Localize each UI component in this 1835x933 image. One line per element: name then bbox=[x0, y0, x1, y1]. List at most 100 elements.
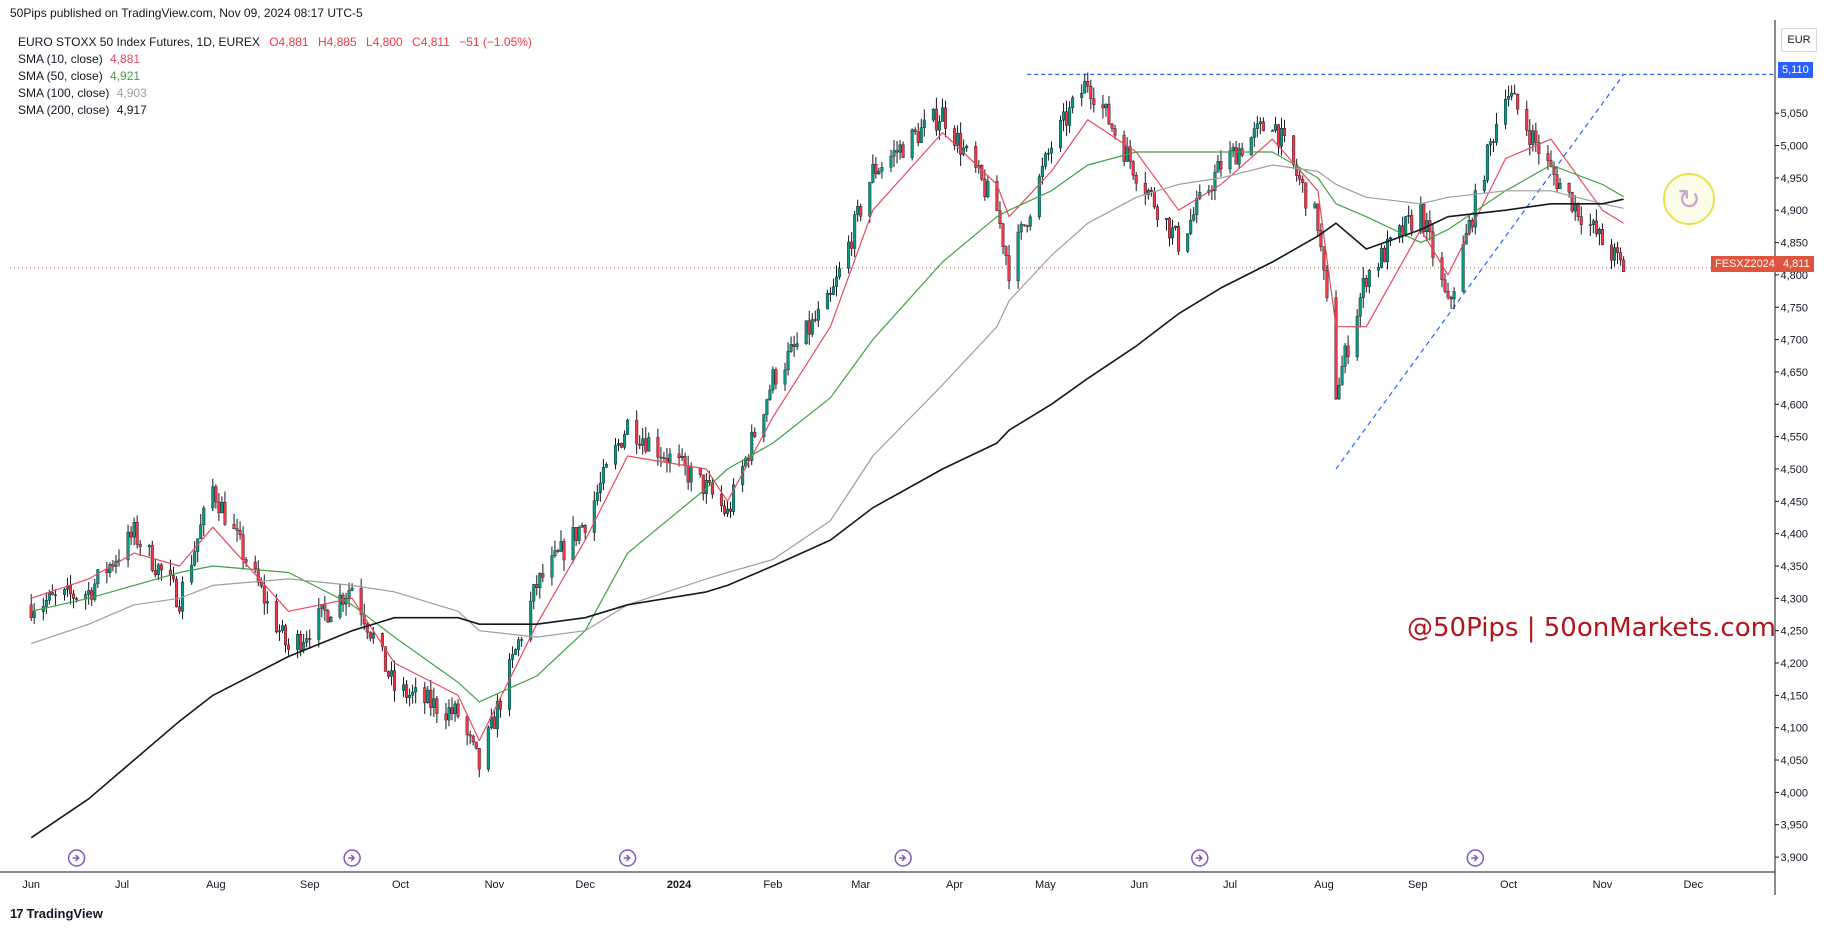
candle-body bbox=[877, 170, 881, 175]
candle-body bbox=[1155, 206, 1159, 220]
indicator-sma100[interactable]: SMA (100, close) 4,903 bbox=[18, 85, 532, 102]
candle-body bbox=[402, 684, 406, 691]
candle-body bbox=[1107, 103, 1111, 125]
candle-body bbox=[804, 320, 808, 344]
event-arrow-icon bbox=[348, 854, 356, 862]
currency-selector[interactable]: EUR bbox=[1781, 28, 1817, 52]
candle-body bbox=[232, 524, 236, 529]
candle-body bbox=[1231, 147, 1235, 152]
candle-body bbox=[1301, 179, 1305, 184]
candle-body bbox=[1358, 297, 1362, 317]
candle-body bbox=[1065, 111, 1069, 126]
candle-body bbox=[613, 445, 617, 465]
y-tick-label: 4,250 bbox=[1780, 626, 1808, 638]
candle-body bbox=[359, 587, 363, 615]
indicator-sma200[interactable]: SMA (200, close) 4,917 bbox=[18, 102, 532, 119]
candle-body bbox=[874, 163, 878, 175]
candle-body bbox=[1101, 104, 1105, 109]
candle-body bbox=[1092, 98, 1096, 106]
candle-body bbox=[535, 584, 539, 589]
candle-body bbox=[1600, 228, 1604, 246]
y-tick-label: 4,100 bbox=[1780, 723, 1808, 735]
candle-body bbox=[44, 600, 48, 607]
candle-body bbox=[87, 590, 91, 595]
candle-body bbox=[959, 132, 963, 155]
candle-body bbox=[1164, 218, 1168, 220]
candle-body bbox=[1252, 128, 1256, 138]
event-arrow-icon bbox=[899, 854, 907, 862]
candle-body bbox=[305, 638, 309, 643]
candle-body bbox=[922, 119, 926, 128]
indicator-sma10[interactable]: SMA (10, close) 4,881 bbox=[18, 51, 532, 68]
candle-body bbox=[644, 438, 648, 452]
candle-body bbox=[1113, 128, 1117, 136]
candle-body bbox=[1273, 124, 1277, 131]
candle-body bbox=[1171, 227, 1175, 239]
candle-body bbox=[910, 129, 914, 158]
candle-body bbox=[411, 691, 415, 696]
candle-body bbox=[1089, 85, 1093, 99]
candle-body bbox=[241, 534, 245, 560]
candle-body bbox=[1046, 152, 1050, 155]
indicator-sma50[interactable]: SMA (50, close) 4,921 bbox=[18, 68, 532, 85]
candle-body bbox=[807, 320, 811, 335]
x-tick-label: Jul bbox=[1223, 879, 1237, 891]
candle-body bbox=[262, 585, 266, 604]
indicator-label: SMA (100, close) bbox=[18, 86, 110, 100]
y-tick-label: 4,900 bbox=[1780, 205, 1808, 217]
candle-body bbox=[432, 698, 436, 708]
candle-body bbox=[541, 573, 545, 578]
candle-body bbox=[435, 698, 439, 714]
refresh-icon[interactable]: ↻ bbox=[1663, 173, 1715, 225]
candle-body bbox=[1507, 96, 1511, 100]
candle-body bbox=[1276, 124, 1280, 147]
candle-body bbox=[1361, 278, 1365, 298]
candle-body bbox=[171, 575, 175, 580]
candle-body bbox=[1068, 107, 1072, 126]
candle-body bbox=[135, 522, 139, 545]
candle-body bbox=[919, 127, 923, 143]
candle-body bbox=[190, 564, 194, 583]
symbol-line[interactable]: EURO STOXX 50 Index Futures, 1D, EUREX O… bbox=[18, 34, 532, 51]
candle-body bbox=[244, 559, 248, 563]
candle-body bbox=[538, 573, 542, 589]
candle-body bbox=[50, 592, 54, 595]
candle-body bbox=[223, 502, 227, 525]
candle-body bbox=[816, 308, 820, 321]
candle-body bbox=[871, 163, 875, 183]
candle-body bbox=[408, 694, 412, 698]
candle-body bbox=[838, 268, 842, 278]
candle-body bbox=[762, 414, 766, 437]
candle-body bbox=[47, 592, 51, 601]
candle-body bbox=[492, 716, 496, 729]
candle-body bbox=[1443, 279, 1447, 292]
candle-body bbox=[199, 524, 203, 539]
candle-body bbox=[1570, 192, 1574, 212]
publisher-line: 50Pips published on TradingView.com, Nov… bbox=[10, 6, 363, 20]
candle-body bbox=[1407, 215, 1411, 217]
candle-body bbox=[953, 128, 957, 146]
y-tick-label: 4,300 bbox=[1780, 593, 1808, 605]
candle-body bbox=[1567, 183, 1571, 193]
candle-body bbox=[895, 150, 899, 153]
candle-body bbox=[283, 625, 287, 646]
y-tick-label: 4,050 bbox=[1780, 755, 1808, 767]
candle-body bbox=[1491, 141, 1495, 143]
candle-body bbox=[1488, 141, 1492, 146]
candle-body bbox=[514, 649, 518, 655]
candle-body bbox=[574, 527, 578, 541]
candle-body bbox=[1071, 97, 1075, 108]
indicator-label: SMA (50, close) bbox=[18, 69, 103, 83]
candle-body bbox=[1168, 218, 1172, 239]
candle-body bbox=[520, 639, 524, 641]
indicator-label: SMA (200, close) bbox=[18, 103, 110, 117]
candle-body bbox=[765, 399, 769, 415]
candle-body bbox=[995, 181, 999, 211]
candle-body bbox=[901, 144, 905, 158]
tradingview-logo[interactable]: 17 TradingView bbox=[10, 906, 103, 921]
candle-body bbox=[1219, 161, 1223, 170]
candle-body bbox=[468, 734, 472, 737]
candle-body bbox=[175, 578, 179, 607]
y-tick-label: 4,350 bbox=[1780, 561, 1808, 573]
